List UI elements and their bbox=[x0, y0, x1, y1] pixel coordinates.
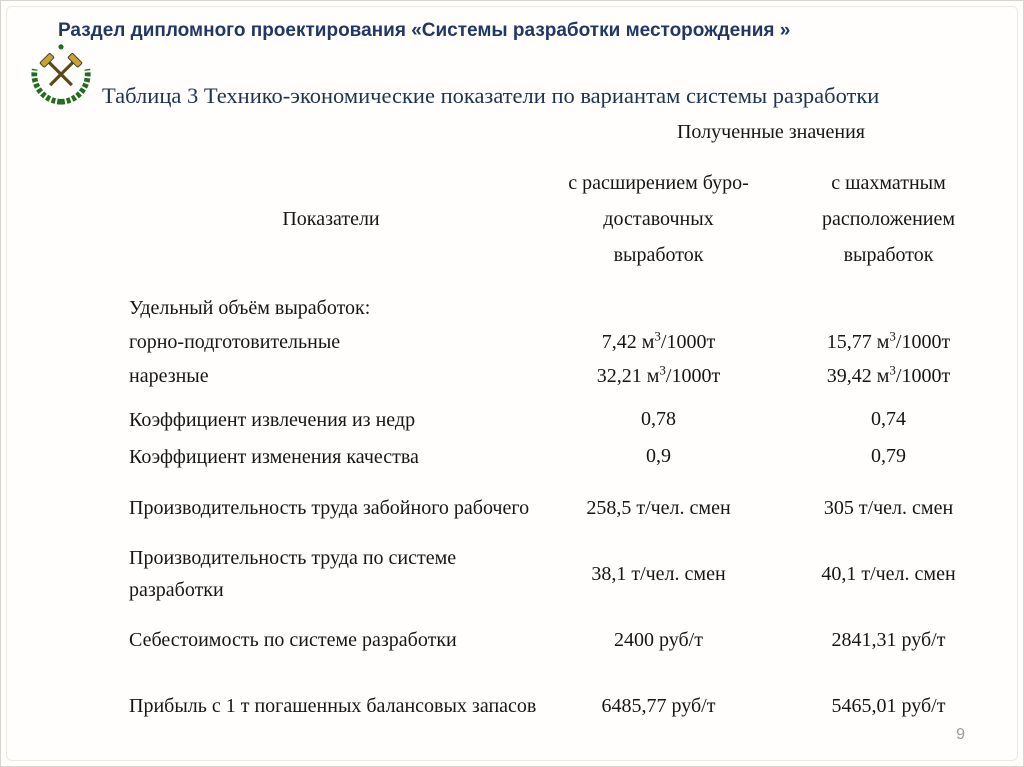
values-group-header: Полученные значения bbox=[676, 121, 866, 143]
row-label: Удельный объём выработок: bbox=[129, 297, 371, 319]
value-unit: /1000т bbox=[895, 364, 951, 387]
row-value-1: 32,21 м3/1000т bbox=[541, 361, 776, 388]
row-value-1: 258,5 т/чел. смен bbox=[586, 496, 731, 519]
row-value-1: 0,78 bbox=[641, 408, 676, 430]
value-unit: /1000т bbox=[895, 330, 951, 353]
table-column-headers: Показатели с расширением буро- доставочн… bbox=[121, 165, 1001, 273]
table-row: Коэффициент извлечения из недр 0,78 0,74 bbox=[121, 401, 1001, 438]
row-value-2: 0,79 bbox=[871, 445, 906, 467]
column-header-variant2: с шахматным расположением выработок bbox=[776, 165, 1001, 273]
row-label: нарезные bbox=[129, 365, 209, 387]
row-label: Прибыль с 1 т погашенных балансовых запа… bbox=[129, 695, 537, 717]
row-value-1: 2400 руб/т bbox=[614, 628, 703, 651]
row-value-2: 39,42 м3/1000т bbox=[776, 361, 1001, 388]
page-number: 9 bbox=[956, 726, 965, 743]
value-text: 32,21 м bbox=[596, 364, 660, 387]
row-label: Производительность труда забойного рабоч… bbox=[129, 497, 530, 519]
column-header-indicators: Показатели bbox=[282, 207, 380, 230]
column-header-variant1: с расширением буро- доставочных выработо… bbox=[541, 165, 776, 273]
row-value-1: 6485,77 руб/т bbox=[601, 694, 716, 717]
column-header-line: выработок bbox=[843, 244, 934, 266]
table-row: Себестоимость по системе разработки 2400… bbox=[121, 620, 1001, 660]
row-value-1: 7,42 м3/1000т bbox=[541, 327, 776, 354]
row-value-2: 2841,31 руб/т bbox=[831, 628, 946, 651]
column-header-line: расположением bbox=[821, 208, 956, 230]
value-text: 15,77 м bbox=[826, 330, 890, 353]
value-unit: /1000т bbox=[665, 364, 721, 387]
slide-title: Раздел дипломного проектирования «Систем… bbox=[58, 20, 791, 41]
row-value-1: 0,9 bbox=[646, 445, 671, 467]
row-value-2: 5465,01 руб/т bbox=[831, 694, 946, 717]
row-label: горно-подготовительные bbox=[129, 331, 341, 353]
value-text: 7,42 м bbox=[601, 330, 655, 353]
row-label: Себестоимость по системе разработки bbox=[129, 629, 457, 651]
table-row: нарезные 32,21 м3/1000т 39,42 м3/1000т bbox=[121, 359, 1001, 393]
table-row: Удельный объём выработок: bbox=[121, 291, 1001, 325]
indicators-table: Полученные значения Показатели с расшире… bbox=[121, 119, 1001, 739]
column-header-line: с шахматным bbox=[831, 172, 946, 194]
table-row: Прибыль с 1 т погашенных балансовых запа… bbox=[121, 673, 1001, 739]
university-emblem-icon bbox=[28, 41, 94, 105]
row-label: Производительность труда по системе разр… bbox=[129, 547, 457, 601]
column-header-line: с расширением буро- bbox=[568, 172, 749, 194]
row-value-2: 40,1 т/чел. смен bbox=[821, 562, 956, 585]
table-caption: Таблица 3 Технико-экономические показате… bbox=[102, 83, 880, 108]
row-label: Коэффициент изменения качества bbox=[129, 445, 419, 468]
value-superscript: 3 bbox=[654, 327, 661, 343]
table-row: Производительность труда по системе разр… bbox=[121, 541, 1001, 607]
table-row: Производительность труда забойного рабоч… bbox=[121, 475, 1001, 541]
column-header-line: доставочных bbox=[603, 208, 714, 230]
row-value-2: 0,74 bbox=[871, 408, 906, 430]
value-text: 39,42 м bbox=[826, 364, 890, 387]
row-value-2: 15,77 м3/1000т bbox=[776, 327, 1001, 354]
value-superscript: 3 bbox=[889, 361, 896, 377]
row-value-1: 38,1 т/чел. смен bbox=[591, 562, 726, 585]
value-unit: /1000т bbox=[660, 330, 716, 353]
wreath-hammers-icon bbox=[31, 44, 91, 105]
row-label: Коэффициент извлечения из недр bbox=[129, 408, 416, 431]
value-superscript: 3 bbox=[889, 327, 896, 343]
table-body: Удельный объём выработок: горно-подготов… bbox=[121, 291, 1001, 739]
table-row: горно-подготовительные 7,42 м3/1000т 15,… bbox=[121, 325, 1001, 359]
column-header-line: выработок bbox=[613, 244, 704, 266]
value-superscript: 3 bbox=[659, 361, 666, 377]
row-value-2: 305 т/чел. смен bbox=[823, 496, 954, 519]
table-row: Коэффициент изменения качества 0,9 0,79 bbox=[121, 438, 1001, 475]
